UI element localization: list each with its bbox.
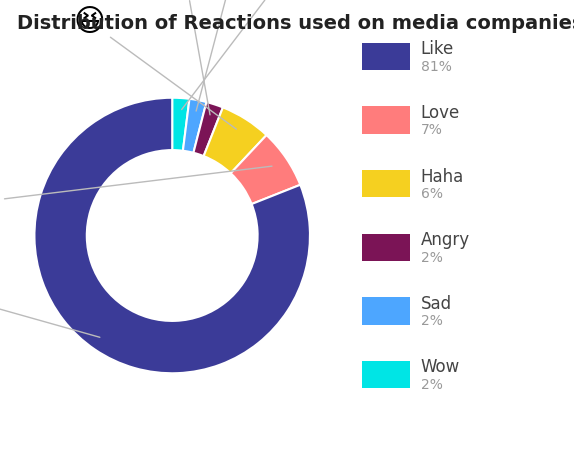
Text: ❤: ❤	[0, 166, 272, 216]
Text: 😮: 😮	[181, 0, 296, 110]
Wedge shape	[34, 98, 310, 373]
Text: 6%: 6%	[421, 187, 443, 201]
Text: Distribution of Reactions used on media companies’ profiles: Distribution of Reactions used on media …	[17, 14, 574, 33]
Text: Angry: Angry	[421, 231, 470, 249]
Wedge shape	[193, 102, 223, 156]
Wedge shape	[204, 107, 266, 173]
Text: 7%: 7%	[421, 123, 443, 138]
Text: 😠: 😠	[170, 0, 210, 115]
Wedge shape	[183, 99, 207, 153]
Text: Sad: Sad	[421, 295, 452, 313]
Wedge shape	[231, 135, 300, 204]
Wedge shape	[172, 98, 189, 151]
Text: Wow: Wow	[421, 358, 460, 376]
Text: Like: Like	[421, 41, 454, 58]
Text: 😆: 😆	[73, 8, 236, 129]
Text: 81%: 81%	[421, 60, 452, 74]
Text: 😢: 😢	[196, 0, 250, 111]
Text: Haha: Haha	[421, 168, 464, 186]
Text: 2%: 2%	[421, 378, 443, 392]
Text: 2%: 2%	[421, 251, 443, 265]
Text: 👍: 👍	[0, 283, 100, 337]
Text: Love: Love	[421, 104, 460, 122]
Text: 2%: 2%	[421, 314, 443, 328]
